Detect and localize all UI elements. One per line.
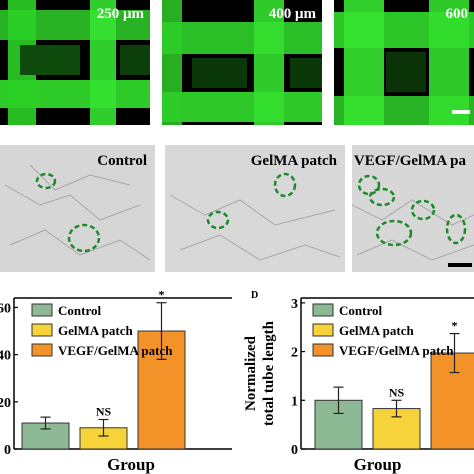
y-tick-label: 0 xyxy=(291,443,298,458)
group-label: Control xyxy=(97,153,147,169)
phase-contrast-image xyxy=(165,145,345,272)
legend-swatch xyxy=(31,343,53,357)
phase-contrast-image xyxy=(352,145,474,272)
tube-annotation-circle xyxy=(375,219,413,247)
x-axis-label: Group xyxy=(354,455,402,474)
legend-swatch xyxy=(31,303,53,317)
tube-annotation-circle xyxy=(67,223,101,253)
group-label: VEGF/GelMA pa xyxy=(353,153,466,169)
y-tick-label: 20 xyxy=(0,396,11,411)
legend-label: Control xyxy=(339,303,382,318)
tube-annotation-circle xyxy=(206,210,230,230)
legend-swatch xyxy=(312,323,334,337)
tube-annotation-circle xyxy=(357,174,381,196)
group-label: GelMA patch xyxy=(250,153,337,169)
phase-panel-vegf: VEGF/GelMA pa xyxy=(352,145,474,272)
tube-annotation-circle xyxy=(410,199,436,221)
tube-annotation-circle xyxy=(445,213,467,245)
tube-annotation-circle xyxy=(368,187,396,207)
y-tick-label: 2 xyxy=(291,346,298,361)
legend-label: VEGF/GelMA patch xyxy=(58,343,173,358)
x-axis-label: Group xyxy=(107,455,155,474)
fluorescence-image xyxy=(334,0,474,125)
significance-label: NS xyxy=(96,405,112,419)
legend-swatch xyxy=(312,303,334,317)
fluorescence-image xyxy=(162,0,322,125)
fluorescence-panel-600: 600 xyxy=(334,0,474,125)
phase-panel-gelma: GelMA patch xyxy=(165,145,345,272)
y-tick-label: 40 xyxy=(0,349,11,364)
tube-length-chart: 3 2 1 0 NS * Control GelMA patch VEGF/GelMA patc… xyxy=(243,290,474,474)
legend-label: GelMA patch xyxy=(339,323,415,338)
scaffold-size-label: 600 xyxy=(445,6,469,22)
y-axis-label: Normalized xyxy=(243,335,259,411)
tube-count-chart: 60 40 20 0 NS * Control GelMA patch VEGF/GelMA p… xyxy=(0,288,232,474)
y-axis-label: total tube length xyxy=(261,320,277,426)
y-tick-label: 0 xyxy=(4,443,11,458)
phase-panel-control: Control xyxy=(0,145,155,272)
tube-annotation-circle xyxy=(35,172,57,190)
significance-label: * xyxy=(452,319,458,333)
legend-label: Control xyxy=(58,303,101,318)
fluorescence-panel-400: 400 μm xyxy=(162,0,322,125)
tube-annotation-circle xyxy=(273,172,297,198)
significance-label: NS xyxy=(389,385,405,399)
phase-contrast-image xyxy=(0,145,155,272)
fluorescence-image xyxy=(0,0,150,125)
fluorescence-panel-250: 250 μm xyxy=(0,0,150,125)
legend-label: VEGF/GelMA patch xyxy=(339,343,454,358)
y-tick-label: 3 xyxy=(291,297,298,312)
bar-vegf-gelma-patch xyxy=(430,352,474,450)
legend-swatch xyxy=(31,323,53,337)
legend-swatch xyxy=(312,343,334,357)
significance-label: * xyxy=(159,288,165,302)
scaffold-size-label: 250 μm xyxy=(96,6,144,22)
legend-label: GelMA patch xyxy=(58,323,134,338)
scaffold-size-label: 400 μm xyxy=(268,6,316,22)
y-tick-label: 60 xyxy=(0,301,11,316)
y-tick-label: 1 xyxy=(291,394,298,409)
panel-letter: D xyxy=(251,290,258,301)
